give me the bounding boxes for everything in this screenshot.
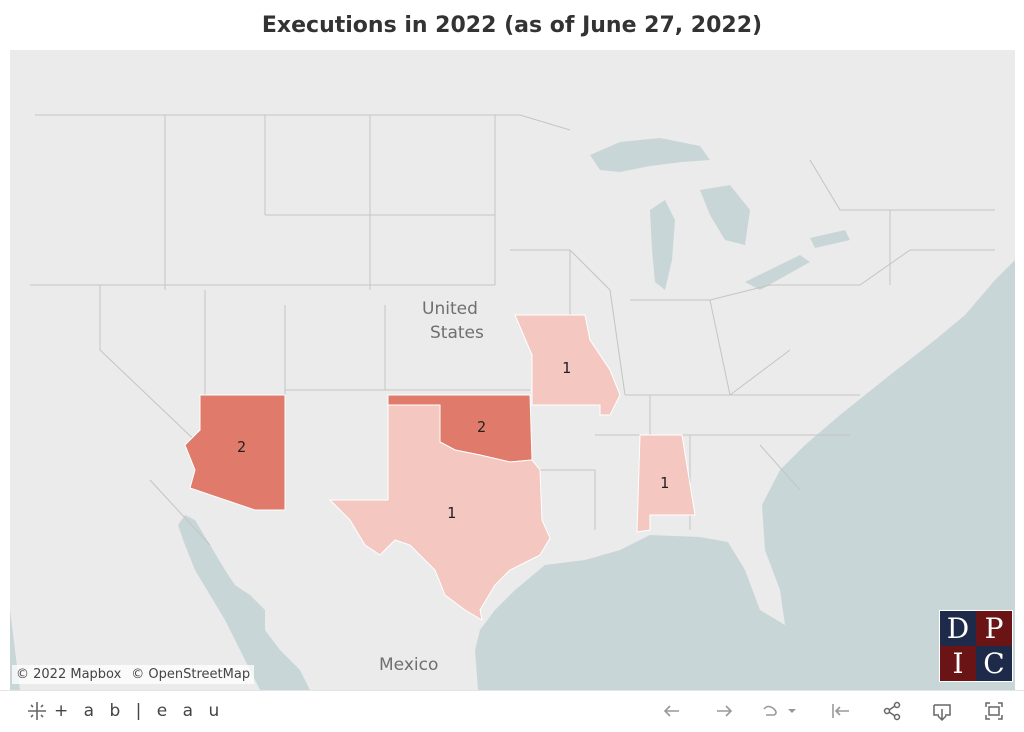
lake-michigan: [650, 200, 675, 290]
lake-huron: [700, 185, 750, 245]
page-title: Executions in 2022 (as of June 27, 2022): [261, 12, 763, 38]
count-label-oklahoma: 2: [477, 418, 487, 436]
logo-letter-d: D: [940, 611, 976, 646]
country-label-mexico: Mexico: [379, 655, 439, 675]
lake-erie: [745, 255, 810, 290]
osm-attribution-link[interactable]: © OpenStreetMap: [131, 667, 251, 682]
reset-icon[interactable]: [828, 699, 852, 723]
state-alabama[interactable]: [636, 434, 696, 533]
lake-superior: [590, 138, 710, 172]
download-icon[interactable]: [930, 699, 954, 723]
map-canvas: [10, 50, 1015, 690]
north-america-land: [10, 50, 1015, 690]
count-label-alabama: 1: [660, 474, 670, 492]
undo-icon[interactable]: [660, 699, 684, 723]
viz-toolbar: + a b | e a u: [0, 690, 1024, 732]
revert-icon[interactable]: [758, 699, 802, 723]
state-missouri[interactable]: [514, 314, 621, 416]
state-texas[interactable]: [328, 404, 551, 621]
count-label-arizona: 2: [237, 438, 247, 456]
map-attribution: © 2022 Mapbox © OpenStreetMap: [12, 665, 255, 684]
tableau-brand-link[interactable]: + a b | e a u: [26, 700, 224, 722]
dpic-logo: D P I C: [939, 610, 1013, 682]
logo-letter-i: I: [940, 646, 976, 681]
count-label-texas: 1: [447, 504, 457, 522]
country-label-us-line2: States: [430, 323, 484, 343]
lake-ontario: [810, 230, 850, 248]
state-arizona[interactable]: [184, 394, 286, 511]
redo-icon[interactable]: [712, 699, 736, 723]
fullscreen-icon[interactable]: [982, 699, 1006, 723]
logo-letter-p: P: [976, 611, 1012, 646]
mapbox-attribution-link[interactable]: © 2022 Mapbox: [16, 667, 122, 682]
tableau-logo-icon: [28, 702, 46, 720]
count-label-missouri: 1: [562, 359, 572, 377]
tableau-wordmark: + a b | e a u: [54, 701, 225, 721]
map-view[interactable]: United States Mexico 2 2 1 1 1 © 2022 Ma…: [10, 50, 1015, 690]
logo-letter-c: C: [976, 646, 1012, 681]
country-label-us-line1: United: [422, 299, 478, 319]
share-icon[interactable]: [880, 699, 904, 723]
